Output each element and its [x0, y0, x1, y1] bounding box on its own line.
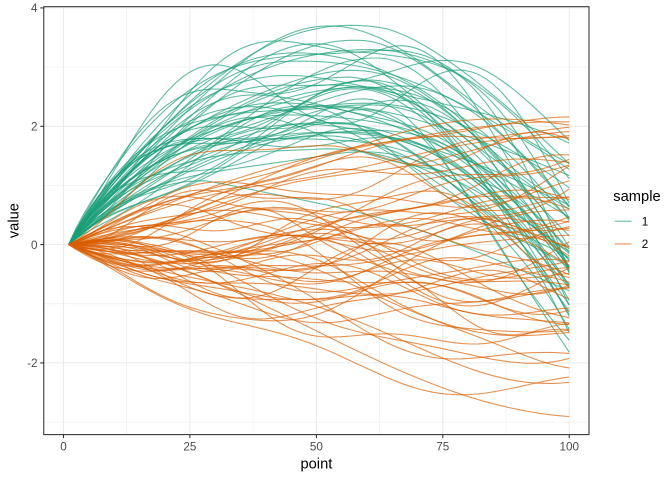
svg-text:-2: -2 [27, 357, 37, 370]
svg-text:point: point [300, 456, 332, 472]
svg-text:75: 75 [436, 441, 450, 454]
svg-text:1: 1 [642, 215, 649, 228]
svg-text:value: value [7, 203, 23, 238]
svg-text:4: 4 [31, 2, 38, 15]
svg-text:2: 2 [642, 238, 649, 251]
svg-text:2: 2 [31, 121, 38, 134]
svg-text:100: 100 [559, 441, 579, 454]
svg-text:sample: sample [613, 189, 660, 205]
svg-text:0: 0 [31, 239, 38, 252]
svg-text:25: 25 [183, 441, 197, 454]
svg-text:50: 50 [310, 441, 324, 454]
svg-text:0: 0 [60, 441, 67, 454]
